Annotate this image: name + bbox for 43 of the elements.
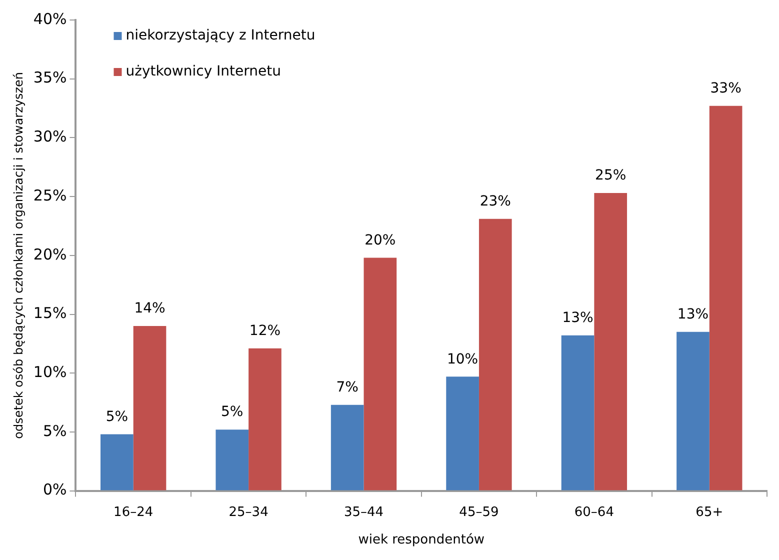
x-axis-title: wiek respondentów [358,532,485,548]
x-tick-label: 60–64 [574,504,614,520]
data-label: 13% [677,306,709,323]
y-tick-label: 25% [33,186,67,204]
data-label: 14% [134,300,166,317]
bar [330,404,364,490]
y-tick-label: 35% [33,68,67,87]
data-label: 20% [364,232,396,248]
bar [248,348,282,490]
x-tick-label: 16–24 [114,504,154,520]
data-label: 12% [249,323,281,340]
x-tick-label: 35–44 [344,504,384,520]
y-tick-label: 10% [33,362,67,381]
legend-label: użytkownicy Internetu [126,64,282,80]
bar [478,218,512,490]
x-tick-label: 45–59 [459,504,499,520]
bar [133,326,166,490]
data-label: 33% [710,80,742,97]
x-tick-label: 65+ [696,504,724,520]
bar [561,335,594,490]
bar [676,332,710,490]
data-label: 5% [106,408,128,425]
y-tick-label: 30% [33,128,67,146]
y-tick-label: 5% [42,422,67,440]
y-tick-label: 15% [33,304,67,322]
data-label: 10% [446,351,478,368]
data-label: 23% [480,194,511,210]
legend-label: niekorzystający z Internetu [126,28,316,44]
data-label: 25% [595,168,626,184]
bar [446,376,479,490]
bar [364,258,397,490]
data-label: 13% [562,310,594,326]
bar [594,193,628,490]
bar [216,430,249,490]
y-tick-label: 0% [42,480,67,499]
y-tick-label: 20% [33,245,67,264]
x-tick-label: 25–34 [228,504,268,520]
y-axis-title: odsetek osób będących członkami organizacji i stowarzyszeń [11,72,26,439]
bar [709,106,742,490]
data-label: 5% [221,404,244,420]
bar [100,434,134,490]
data-label: 7% [336,380,358,396]
y-tick-label: 40% [33,10,67,28]
